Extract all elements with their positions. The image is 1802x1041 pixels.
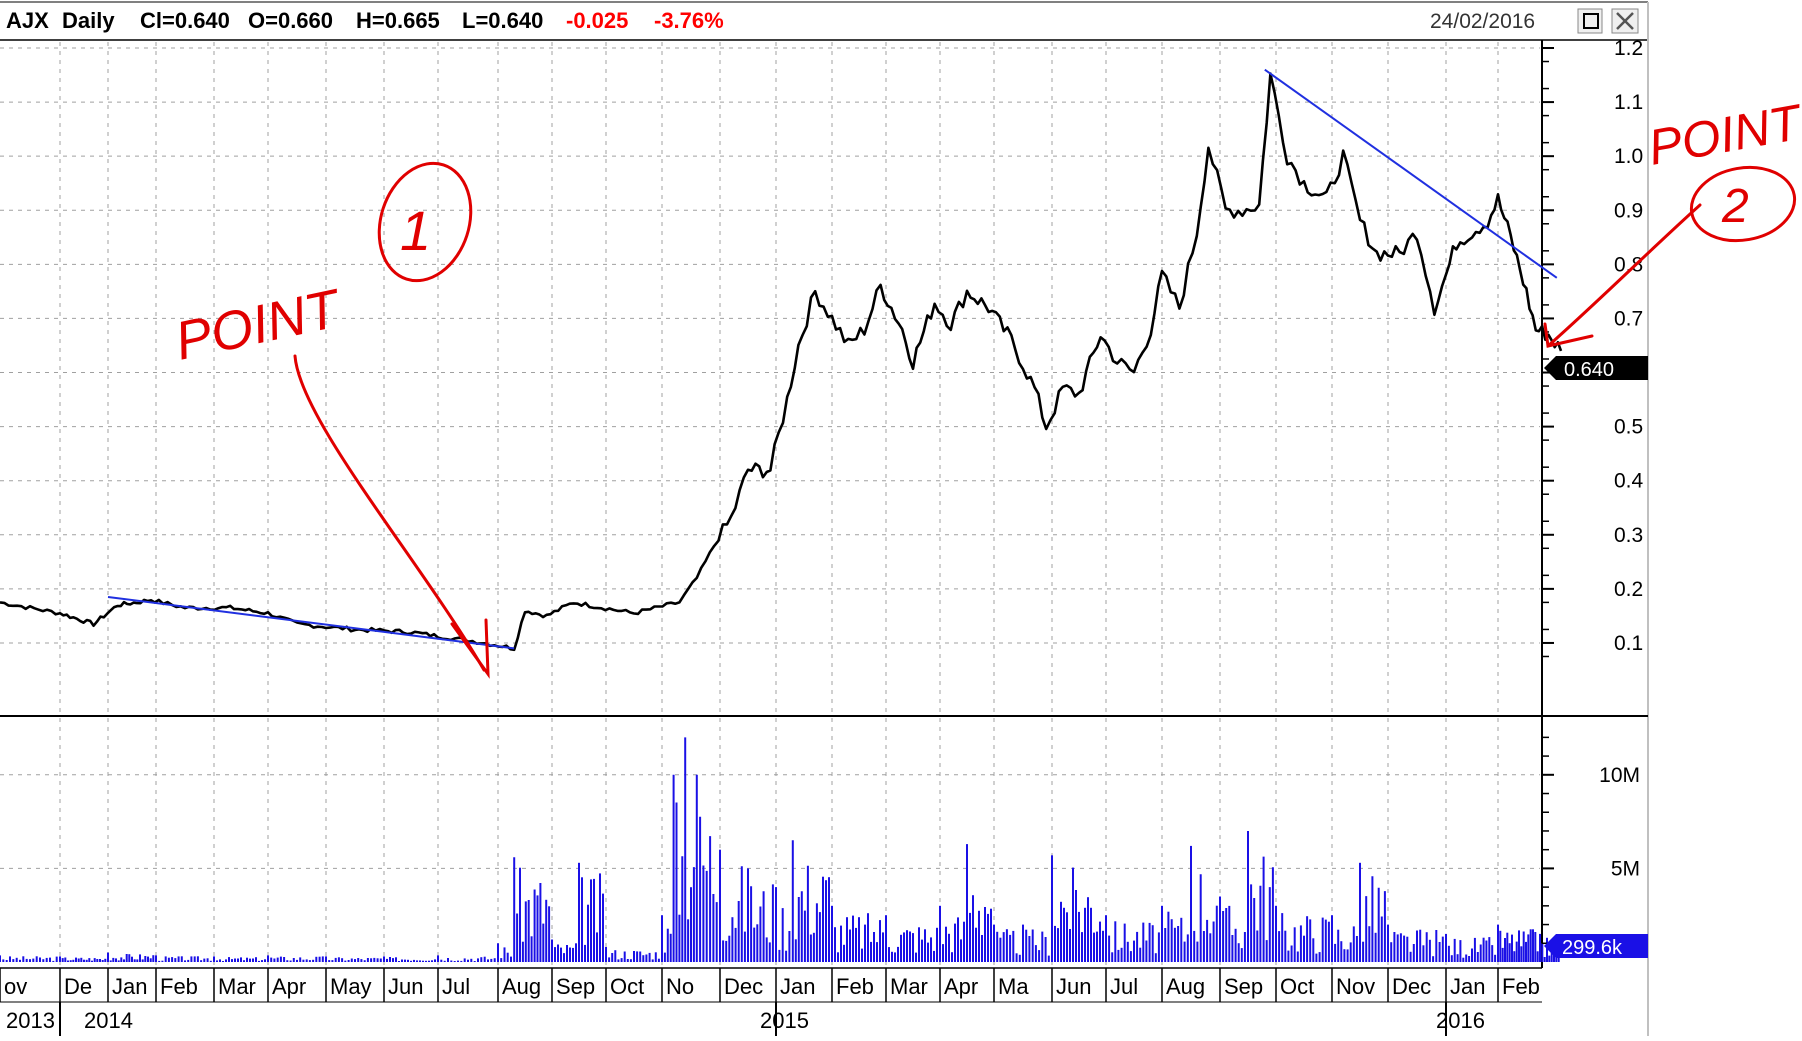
year-label: 2016: [1436, 1008, 1485, 1033]
volume-tick-label: 5M: [1611, 857, 1640, 880]
volume-tick-label: 10M: [1599, 764, 1640, 787]
price-tick-label: 1.1: [1614, 91, 1643, 114]
month-label: Oct: [610, 974, 644, 999]
month-label: Aug: [502, 974, 541, 999]
price-tick-label: 1.2: [1614, 37, 1643, 60]
year-label: 2013: [6, 1008, 55, 1033]
trendline-2: [1264, 68, 1558, 279]
grid: [0, 42, 1540, 966]
annotation-point1-number: 1: [400, 199, 431, 262]
month-label: Mar: [890, 974, 928, 999]
month-label: Jun: [1056, 974, 1091, 999]
price-line: [0, 72, 1563, 652]
last-volume-tag: 299.6k: [1544, 934, 1648, 959]
month-label: Ma: [998, 974, 1029, 999]
price-tick-label: 0.5: [1614, 416, 1643, 439]
price-tick-label: 0.7: [1614, 307, 1643, 330]
month-label: Sep: [556, 974, 595, 999]
month-label: Jul: [442, 974, 470, 999]
header-high: H=0.665: [356, 8, 440, 33]
trendline-1: [107, 595, 515, 650]
month-label: Jan: [780, 974, 815, 999]
month-label: No: [666, 974, 694, 999]
annotation-point2-number: 2: [1721, 180, 1749, 233]
month-label: Aug: [1166, 974, 1205, 999]
month-label: Apr: [944, 974, 978, 999]
header-open: O=0.660: [248, 8, 333, 33]
month-label: ov: [4, 974, 27, 999]
last-volume-label: 299.6k: [1562, 937, 1623, 959]
volume-y-axis: 10M 5M: [1542, 736, 1640, 945]
month-label: Apr: [272, 974, 306, 999]
month-label: Jun: [388, 974, 423, 999]
last-price-tag: 0.640: [1544, 356, 1648, 381]
price-tick-label: 1.0: [1614, 145, 1643, 168]
month-label: Jul: [1110, 974, 1138, 999]
price-series: [0, 72, 1563, 652]
month-label: Mar: [218, 974, 256, 999]
volume-bars: [0, 737, 1560, 962]
month-label: Jan: [112, 974, 147, 999]
close-icon[interactable]: [1611, 8, 1639, 34]
month-label: De: [64, 974, 92, 999]
month-label: Jan: [1450, 974, 1485, 999]
last-price-label: 0.640: [1564, 359, 1614, 381]
price-tick-label: 0.9: [1614, 199, 1643, 222]
price-tick-label: 0.3: [1614, 524, 1643, 547]
header-symbol: AJX: [6, 8, 49, 33]
header-period: Daily: [62, 8, 115, 33]
month-label: Feb: [160, 974, 198, 999]
month-label: Oct: [1280, 974, 1314, 999]
header-change: -0.025: [566, 8, 628, 33]
header-date: 24/02/2016: [1430, 10, 1535, 33]
price-tick-label: 0.2: [1614, 578, 1643, 601]
trendlines: [107, 68, 1558, 650]
price-tick-label: 0.8: [1614, 253, 1643, 276]
month-label: Feb: [1502, 974, 1540, 999]
month-label: Dec: [724, 974, 763, 999]
month-label: Sep: [1224, 974, 1263, 999]
header-change-pct: -3.76%: [654, 8, 724, 33]
price-tick-label: 0.4: [1614, 470, 1644, 493]
header-close: Cl=0.640: [140, 8, 230, 33]
month-label: Feb: [836, 974, 874, 999]
month-label: May: [330, 974, 372, 999]
date-axis: ov De Jan Feb Mar Apr May Jun Jul Aug Sep Oct No Dec J…: [0, 968, 1542, 1036]
month-label: Dec: [1392, 974, 1431, 999]
month-label: Nov: [1336, 974, 1375, 999]
price-tick-label: 0.1: [1614, 632, 1643, 655]
maximize-icon[interactable]: [1577, 8, 1603, 34]
year-label: 2014: [84, 1008, 133, 1033]
header-low: L=0.640: [462, 8, 543, 33]
year-label: 2015: [760, 1008, 809, 1033]
